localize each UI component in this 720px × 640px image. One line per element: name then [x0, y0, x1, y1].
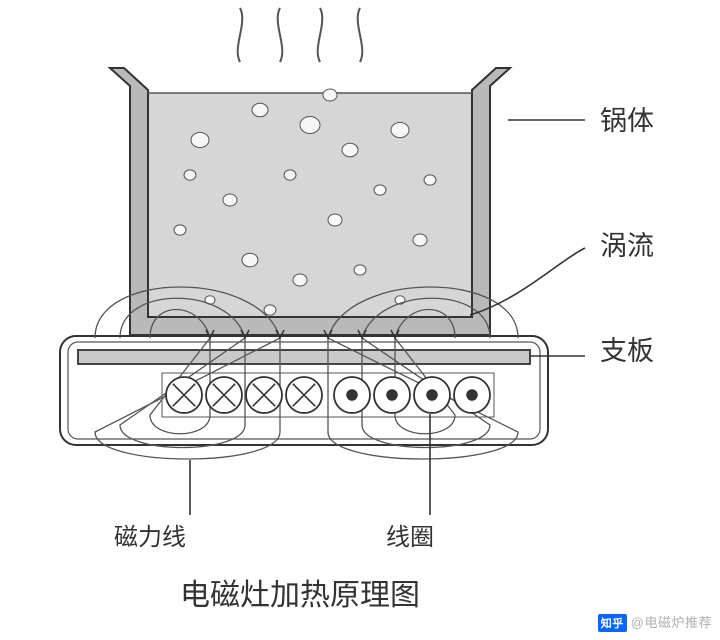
steam-line [238, 8, 243, 62]
bubble [323, 89, 337, 101]
bubble [413, 234, 427, 246]
support-plate [78, 350, 530, 364]
bubble [264, 305, 276, 315]
watermark: 知乎 @电磁炉推荐 [598, 612, 712, 632]
label-eddy-current: 涡流 [600, 231, 654, 261]
steam-line [358, 8, 363, 62]
bubble [300, 117, 320, 134]
watermark-text: @电磁炉推荐 [631, 615, 712, 630]
bubble [184, 170, 196, 180]
bubble [354, 265, 366, 275]
bubble [293, 274, 307, 286]
bubble [342, 143, 358, 157]
bubble [242, 253, 258, 267]
bubble [191, 132, 209, 147]
diagram-title: 电磁灶加热原理图 [180, 579, 420, 612]
induction-cooker-diagram: 锅体涡流支板磁力线 线圈电磁灶加热原理图 [0, 0, 720, 640]
label-pot: 锅体 [600, 106, 654, 136]
steam-line [278, 8, 283, 62]
bubble [328, 214, 342, 226]
bubble [391, 122, 409, 137]
label-support-plate: 支板 [600, 336, 654, 366]
steam-line [318, 8, 323, 62]
bubble [424, 175, 436, 185]
bubble [374, 185, 386, 195]
bubble [284, 170, 296, 180]
label-coil: 线圈 [386, 524, 434, 551]
label-fieldlines: 磁力线 [114, 524, 186, 551]
bubble [174, 225, 186, 235]
bubble [252, 103, 268, 117]
zhihu-logo-icon: 知乎 [598, 614, 627, 632]
bubble [223, 194, 237, 206]
